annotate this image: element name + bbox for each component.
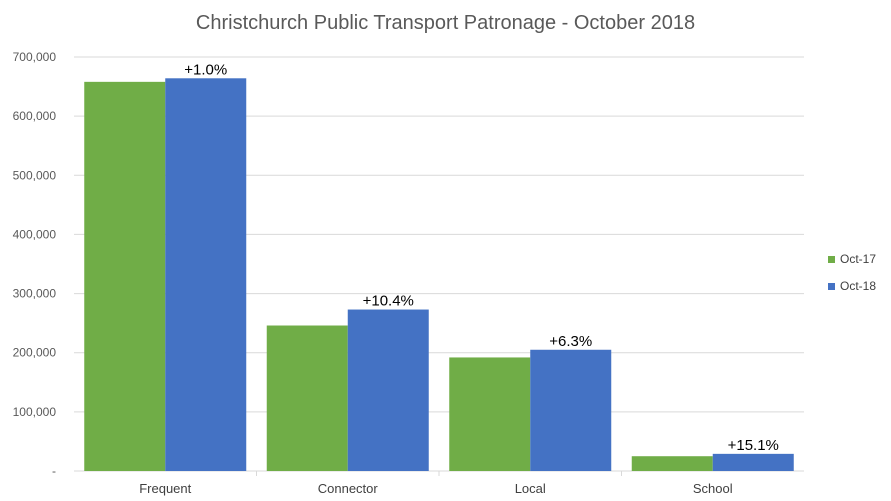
bar-oct-18-frequent <box>165 78 247 471</box>
y-tick-label: - <box>52 464 56 478</box>
y-tick-label: 500,000 <box>13 168 57 182</box>
data-label: +10.4% <box>363 293 414 310</box>
legend-label: Oct-17 <box>840 252 876 266</box>
bar-oct-17-frequent <box>84 81 166 471</box>
legend-label: Oct-18 <box>840 279 876 293</box>
y-tick-label: 700,000 <box>13 50 57 64</box>
bar-oct-18-school <box>712 453 794 471</box>
x-tick-label: Frequent <box>139 481 191 496</box>
y-tick-label: 400,000 <box>13 227 57 241</box>
x-tick-label: Local <box>515 481 546 496</box>
bar-oct-17-local <box>449 357 531 471</box>
legend-swatch <box>828 256 835 263</box>
y-tick-label: 600,000 <box>13 109 57 123</box>
y-tick-label: 300,000 <box>13 287 57 301</box>
bar-oct-18-local <box>530 349 612 471</box>
data-label: +1.0% <box>184 61 227 78</box>
y-tick-label: 200,000 <box>13 346 57 360</box>
legend-swatch <box>828 283 835 290</box>
x-tick-label: School <box>693 481 733 496</box>
data-label: +6.3% <box>549 333 592 350</box>
x-tick-label: Connector <box>318 481 379 496</box>
bar-oct-17-connector <box>266 325 348 471</box>
y-tick-label: 100,000 <box>13 405 57 419</box>
data-label: +15.1% <box>728 437 779 454</box>
chart-title: Christchurch Public Transport Patronage … <box>195 12 696 34</box>
bar-oct-18-connector <box>347 309 429 471</box>
bar-oct-17-school <box>631 456 713 471</box>
